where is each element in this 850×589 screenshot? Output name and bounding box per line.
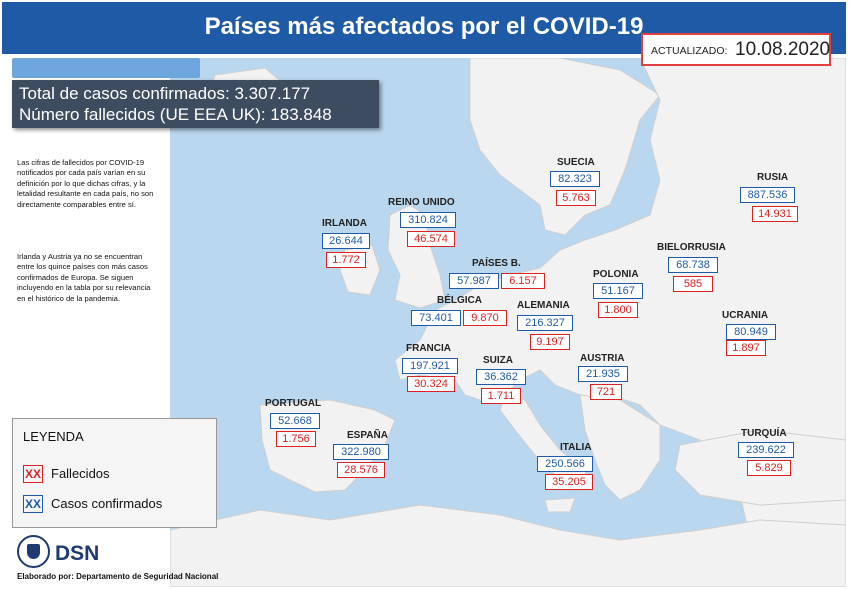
updated-date: 10.08.2020 xyxy=(735,39,831,60)
updated-label: ACTUALIZADO: xyxy=(651,45,728,57)
legend: LEYENDA XX Fallecidos XX Casos confirmad… xyxy=(12,418,217,528)
deaths-value: 6.157 xyxy=(501,273,545,289)
deaths-value: 1.711 xyxy=(481,388,521,404)
deaths-value: 585 xyxy=(673,276,713,292)
country-label: PAÍSES B. xyxy=(472,258,521,269)
accent-bar xyxy=(12,58,200,78)
deaths-value: 1.897 xyxy=(726,340,766,356)
deaths-value: 9.197 xyxy=(530,334,570,350)
deaths-value: 46.574 xyxy=(407,231,455,247)
deaths-value: 1.772 xyxy=(326,252,366,268)
country-label: ITALIA xyxy=(560,442,592,453)
deaths-value: 5.829 xyxy=(747,460,791,476)
deaths-value: 14.931 xyxy=(752,206,798,222)
country-label: TURQUÍA xyxy=(741,428,787,439)
deaths-value: 1.800 xyxy=(598,302,638,318)
deaths-value: 5.763 xyxy=(556,190,596,206)
country-label: ESPAÑA xyxy=(347,430,388,441)
deaths-value: 30.324 xyxy=(407,376,455,392)
country-label: BÉLGICA xyxy=(437,295,482,306)
country-label: REINO UNIDO xyxy=(388,197,455,208)
cases-value: 887.536 xyxy=(740,187,795,203)
cases-value: 51.167 xyxy=(593,283,643,299)
cases-value: 21.935 xyxy=(578,366,628,382)
country-label: ALEMANIA xyxy=(517,300,570,311)
legend-title: LEYENDA xyxy=(23,429,84,444)
legend-cases-label: Casos confirmados xyxy=(51,496,163,511)
deaths-value: 35.205 xyxy=(545,474,593,490)
title-bar: Países más afectados por el COVID-19 xyxy=(2,2,846,54)
legend-deaths-label: Fallecidos xyxy=(51,466,110,481)
totals-box: Total de casos confirmados: 3.307.177 Nú… xyxy=(12,80,379,128)
cases-value: 73.401 xyxy=(411,310,461,326)
country-label: SUIZA xyxy=(483,355,513,366)
country-label: RUSIA xyxy=(757,172,789,183)
cases-value: 26.644 xyxy=(322,233,370,249)
deaths-value: 721 xyxy=(590,384,622,400)
deaths-value: 9.870 xyxy=(463,310,507,326)
cases-value: 197.921 xyxy=(402,358,458,374)
note-deaths-definition: Las cifras de fallecidos por COVID-19 no… xyxy=(17,158,154,209)
cases-value: 216.327 xyxy=(517,315,573,331)
country-label: FRANCIA xyxy=(406,343,451,354)
country-label: SUECIA xyxy=(557,157,595,168)
note-ireland-austria: Irlanda y Austria ya no se encuentran en… xyxy=(17,252,151,303)
cases-value: 57.987 xyxy=(449,273,499,289)
cases-value: 310.824 xyxy=(400,212,456,228)
cases-value: 80.949 xyxy=(726,324,776,340)
country-label: IRLANDA xyxy=(322,218,367,229)
page-title: Países más afectados por el COVID-19 xyxy=(204,13,644,40)
updated-box: ACTUALIZADO: 10.08.2020 xyxy=(641,33,831,66)
cases-value: 239.622 xyxy=(738,442,794,458)
dsn-wordmark: DSN xyxy=(55,542,100,565)
deaths-value: 28.576 xyxy=(337,462,385,478)
country-label: PORTUGAL xyxy=(265,398,322,409)
cases-value: 52.668 xyxy=(270,413,320,429)
map-land xyxy=(170,58,846,587)
legend-deaths-swatch: XX xyxy=(23,465,43,483)
country-label: UCRANIA xyxy=(722,310,769,321)
cases-value: 250.566 xyxy=(537,456,593,472)
total-confirmed: Total de casos confirmados: 3.307.177 xyxy=(19,84,311,103)
country-label: POLONIA xyxy=(593,269,639,280)
total-deaths: Número fallecidos (UE EEA UK): 183.848 xyxy=(19,105,332,124)
coat-of-arms-icon xyxy=(17,535,50,568)
footer-credit: Elaborado por: Departamento de Seguridad… xyxy=(17,572,219,581)
legend-cases-swatch: XX xyxy=(23,495,43,513)
cases-value: 36.362 xyxy=(476,369,526,385)
cases-value: 68.738 xyxy=(668,257,718,273)
country-label: AUSTRIA xyxy=(580,353,625,364)
deaths-value: 1.756 xyxy=(276,431,316,447)
cases-value: 322.980 xyxy=(333,444,389,460)
cases-value: 82.323 xyxy=(550,171,600,187)
country-label: BIELORRUSIA xyxy=(657,242,726,253)
europe-map xyxy=(170,58,846,587)
